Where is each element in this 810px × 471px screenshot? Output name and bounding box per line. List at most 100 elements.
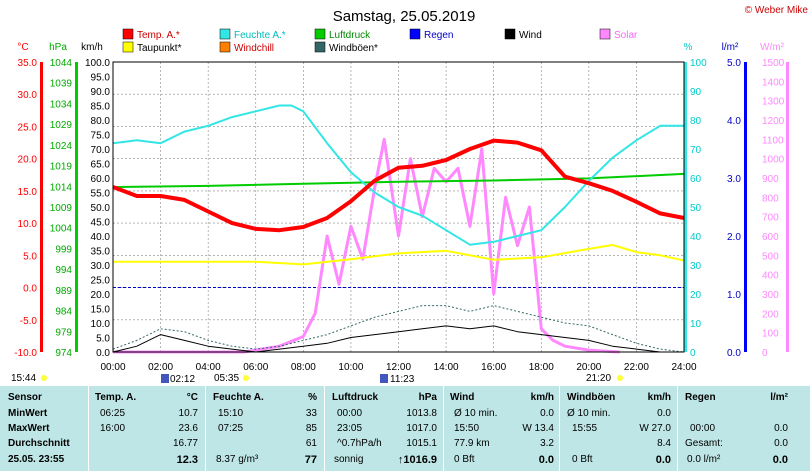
solar-tick: 600 [762,232,779,243]
summary-table: Sensor Temp. A. °C Feuchte A. % Luftdruc… [0,386,810,471]
legend-label: Regen [424,30,453,41]
legend-swatch [504,28,516,40]
hpa-tick: 1024 [50,141,73,152]
kmh-tick: 45.0 [91,218,111,229]
celsius-axis-bar [40,62,43,352]
gust-header: Windböen [567,392,616,403]
time-tick: 08:00 [291,362,316,373]
kmh-tick: 35.0 [91,247,111,258]
solar-tick: 1100 [762,135,784,146]
hpa-tick: 1029 [50,120,73,131]
pressure-value: 1013.8 [406,408,437,419]
legend-label: Luftdruck [329,30,371,41]
kmh-tick: 75.0 [91,131,111,142]
percent-tick: 80 [690,116,702,127]
solar-tick: 400 [762,271,779,282]
time-tick: 04:00 [196,362,221,373]
gust-time: 15:55 [572,423,598,434]
plot-frame [112,61,685,353]
celsius-tick: 30.0 [18,90,38,101]
hpa-tick: 999 [55,244,72,255]
solar-max-icon [380,374,388,383]
percent-tick: 60 [690,174,702,185]
legend-swatch [314,28,326,40]
axis-headers: °C hPa km/h % l/m² W/m² [17,42,784,53]
legend-label: Temp. A.* [137,30,180,41]
hpa-tick: 974 [55,348,72,359]
kmh-tick: 90.0 [91,87,111,98]
series-line [112,172,685,189]
time-tick: 14:00 [434,362,459,373]
legend: Temp. A.* Taupunkt* Feuchte A.* Windchill Lu… [122,28,638,54]
solar-tick: 1500 [762,58,785,69]
series-line [113,244,685,266]
humidity-header: Feuchte A. [213,392,264,403]
series-line [113,137,620,354]
kmh-tick: 65.0 [91,160,111,171]
axis-ticks: 35.0 30.0 25.0 20.0 15.0 10.0 5.0 0.0 -5.0 -10.0 1… [14,58,784,373]
rain-tick: 0.0 [727,348,741,359]
gust-value: 8.4 [657,438,671,449]
solar-tick: 1300 [762,97,785,108]
series-group [112,104,685,354]
rain-tick: 2.0 [727,232,741,243]
legend-swatch [599,28,611,40]
temp-value: 16.77 [172,438,198,449]
pressure-trend: ^0.7hPa/h [337,438,382,449]
percent-axis-bar [684,62,687,352]
wind-beaufort: 0 Bft [454,454,475,465]
kmh-tick: 95.0 [91,73,111,84]
percent-tick: 0 [690,348,696,359]
legend-label: Windchill [234,43,274,54]
time-tick: 22:00 [624,362,649,373]
celsius-tick: 15.0 [18,187,38,198]
celsius-tick: 10.0 [18,219,38,230]
kmh-tick: 80.0 [91,116,111,127]
sunrise-time: 05:35 [214,373,239,384]
hpa-tick: 979 [55,327,72,338]
wind-value: 0.0 [540,408,554,419]
percent-axis-unit: % [684,42,693,53]
moon-time: 15:44 [11,373,36,384]
wind-value: 3.2 [540,438,554,449]
row-label: Durchschnitt [8,438,70,449]
legend-swatch [122,41,134,53]
solar-tick: 1000 [762,155,785,166]
kmh-tick: 85.0 [91,102,111,113]
solar-tick: 300 [762,290,779,301]
table-row-max: MaxWert 16:00 23.6 07:25 85 23:05 1017.0… [0,423,810,439]
sensor-header: Sensor [8,392,42,403]
pressure-header: Luftdruck [332,392,379,403]
hpa-tick: 1044 [50,58,73,69]
pressure-value: 1015.1 [406,438,437,449]
time-tick: 16:00 [481,362,506,373]
series-line [112,305,685,353]
column-divider [677,386,678,471]
kmh-tick: 20.0 [91,290,111,301]
hpa-tick: 994 [55,265,72,276]
solar-axis-bar [786,62,789,352]
celsius-tick: -5.0 [20,316,38,327]
table-header-row: Sensor Temp. A. °C Feuchte A. % Luftdruc… [0,392,810,408]
solar-tick: 900 [762,174,779,185]
humidity-value: 85 [305,423,317,434]
table-row-min: MinWert 06:25 10.7 15:10 33 00:00 1013.8… [0,408,810,424]
rain-value: 0.0 [772,454,788,466]
sunset-time: 21:20 [586,373,611,384]
pressure-time: 23:05 [337,423,363,434]
hpa-tick: 1009 [50,203,73,214]
table-row-avg: Durchschnitt 16.77 61 ^0.7hPa/h 1015.1 7… [0,438,810,454]
percent-tick: 30 [690,261,702,272]
humidity-value: 61 [305,438,317,449]
wind-time: 15:50 [454,423,480,434]
grid [113,62,684,352]
legend-label: Taupunkt* [137,43,182,54]
gust-value: W 27.0 [639,423,671,434]
percent-tick: 10 [690,319,702,330]
table-row-current: 25.05. 23:55 12.3 8.37 g/m³ 77 sonnig ↑1… [0,454,810,470]
legend-swatch [219,41,231,53]
rain-axis-bar [744,62,747,352]
rain-tick: 1.0 [727,290,741,301]
percent-tick: 90 [690,87,702,98]
solar-tick: 500 [762,251,779,262]
